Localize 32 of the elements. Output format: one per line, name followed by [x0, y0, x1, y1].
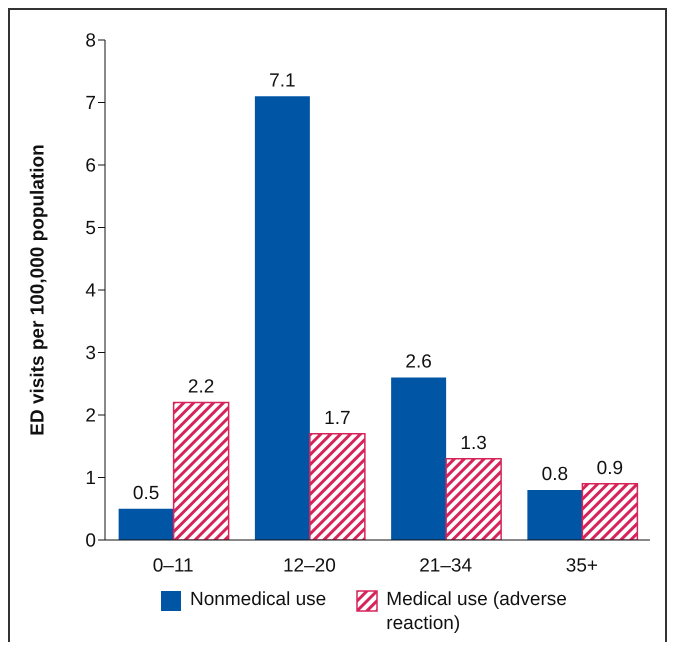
data-label: 7.1: [269, 70, 296, 92]
bar: [391, 378, 446, 540]
x-tick-label: 0–11: [152, 555, 194, 576]
x-tick-label: 21–34: [419, 555, 472, 576]
data-label: 2.6: [405, 352, 432, 372]
data-label: 0.8: [542, 464, 568, 485]
x-tick-label: 12–20: [282, 555, 336, 576]
x-tick-label: 35+: [566, 555, 598, 576]
bar: [445, 458, 502, 540]
y-tick-label: 0: [85, 530, 96, 552]
data-label: 1.3: [460, 432, 487, 454]
y-tick-label: 4: [85, 280, 96, 302]
bar: [309, 433, 366, 540]
data-label: 1.7: [324, 408, 351, 429]
bar: [118, 508, 174, 540]
data-label: 2.2: [188, 376, 214, 398]
bar: [582, 483, 638, 540]
y-tick-label: 8: [85, 30, 96, 52]
data-label: 0.5: [132, 482, 160, 504]
y-axis-title: ED visits per 100,000 population: [28, 144, 49, 436]
y-tick-label: 3: [85, 343, 96, 364]
bar: [172, 402, 230, 540]
y-tick-label: 2: [85, 406, 96, 427]
bar: [527, 490, 582, 540]
legend-label: Nonmedical use: [190, 588, 326, 612]
legend-label: Medical use (adverse reaction): [386, 588, 568, 636]
y-tick-label: 6: [85, 156, 96, 177]
y-tick-label: 5: [85, 218, 96, 240]
bar: [254, 96, 310, 540]
y-tick-label: 1: [85, 468, 96, 490]
y-tick-label: 7: [85, 93, 96, 114]
data-label: 0.9: [596, 458, 624, 479]
